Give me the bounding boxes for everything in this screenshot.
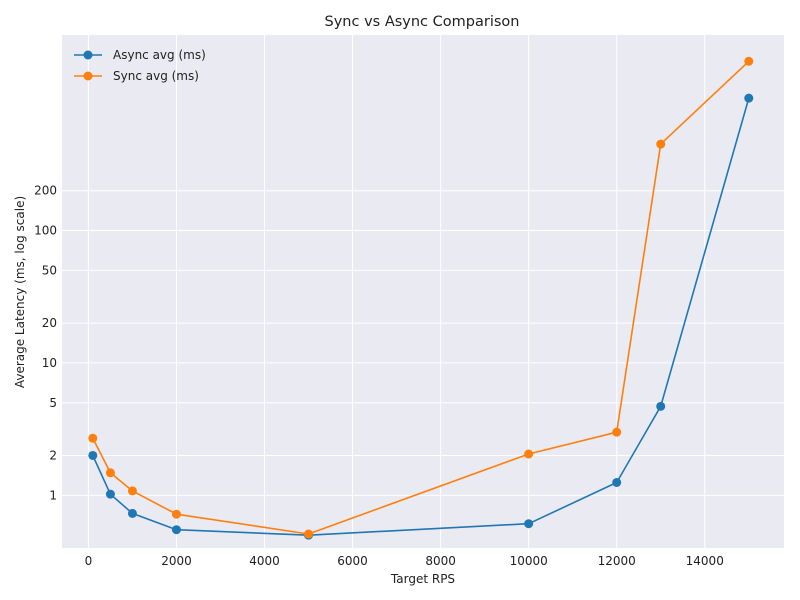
- series-layer: [88, 56, 754, 540]
- x-tick-label: 14000: [686, 554, 724, 568]
- y-tick-label: 200: [34, 184, 57, 198]
- data-point: [656, 139, 666, 149]
- x-tick-label: 4000: [249, 554, 280, 568]
- data-point: [524, 519, 534, 529]
- legend-item: Async avg (ms): [74, 48, 206, 62]
- data-point: [171, 509, 181, 519]
- x-tick-label: 12000: [598, 554, 636, 568]
- x-tick-label: 2000: [161, 554, 192, 568]
- legend-label: Sync avg (ms): [113, 69, 199, 83]
- y-axis-ticks: 1 2 5 10 20 50 100 200: [34, 184, 57, 503]
- data-point: [304, 529, 314, 539]
- data-point: [744, 56, 754, 66]
- gridlines: [62, 35, 784, 548]
- y-tick-label: 100: [34, 224, 57, 238]
- y-tick-label: 2: [49, 448, 57, 462]
- data-point: [612, 477, 622, 487]
- y-tick-label: 20: [42, 316, 57, 330]
- data-point: [171, 525, 181, 535]
- data-point: [88, 433, 98, 443]
- y-tick-label: 5: [49, 396, 57, 410]
- data-point: [88, 450, 98, 460]
- legend-item: Sync avg (ms): [74, 69, 199, 83]
- legend-marker: [83, 50, 93, 60]
- data-point: [744, 93, 754, 103]
- legend-marker: [83, 71, 93, 81]
- y-tick-label: 1: [49, 488, 57, 502]
- data-point: [612, 427, 622, 437]
- x-tick-label: 10000: [510, 554, 548, 568]
- data-point: [105, 468, 115, 478]
- data-point: [105, 489, 115, 499]
- legend: Async avg (ms) Sync avg (ms): [74, 48, 206, 83]
- x-tick-label: 8000: [425, 554, 456, 568]
- plot-area: [62, 35, 784, 548]
- y-axis-label: Average Latency (ms, log scale): [13, 196, 27, 388]
- x-tick-label: 6000: [337, 554, 368, 568]
- data-point: [656, 401, 666, 411]
- series-sync: [88, 56, 754, 539]
- y-tick-label: 50: [42, 263, 57, 277]
- y-tick-label: 10: [42, 356, 57, 370]
- x-axis-ticks: 0 2000 4000 6000 8000 10000 12000 14000: [85, 554, 724, 568]
- data-point: [127, 508, 137, 518]
- legend-label: Async avg (ms): [113, 48, 206, 62]
- chart-title: Sync vs Async Comparison: [325, 14, 520, 30]
- data-point: [524, 449, 534, 459]
- x-tick-label: 0: [85, 554, 93, 568]
- data-point: [127, 486, 137, 496]
- x-axis-label: Target RPS: [390, 572, 455, 586]
